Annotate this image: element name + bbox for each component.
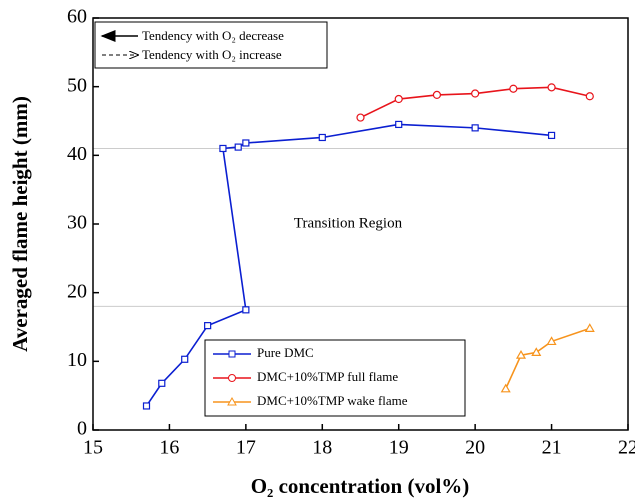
- point: [395, 120, 403, 129]
- point: [356, 113, 365, 122]
- x-tick-label: 16: [159, 437, 179, 459]
- legend-label: DMC+10%TMP wake flame: [257, 393, 408, 408]
- point: [509, 84, 518, 93]
- point: [318, 133, 326, 142]
- point: [471, 89, 480, 98]
- y-tick-label: 20: [67, 280, 87, 302]
- series-line: [145, 123, 552, 407]
- legend-label: DMC+10%TMP full flame: [257, 369, 398, 384]
- point: [546, 336, 557, 346]
- point: [242, 306, 250, 314]
- point: [531, 347, 542, 357]
- y-tick-label: 0: [77, 418, 87, 440]
- y-tick-label: 30: [67, 212, 87, 234]
- x-tick-label: 19: [389, 437, 409, 459]
- annotation: Transition Region: [294, 215, 403, 231]
- point: [515, 349, 527, 359]
- x-tick-label: 22: [618, 437, 635, 459]
- legend-label: Pure DMC: [257, 345, 314, 360]
- point: [234, 143, 242, 151]
- point: [394, 94, 403, 104]
- point: [204, 322, 212, 330]
- x-tick-label: 20: [465, 437, 485, 459]
- point: [181, 355, 189, 363]
- point: [547, 83, 556, 92]
- point: [471, 124, 479, 132]
- y-axis-title: Averaged flame height (mm): [8, 96, 32, 352]
- point: [585, 92, 594, 101]
- y-tick-label: 60: [67, 6, 87, 28]
- x-tick-label: 18: [312, 437, 332, 459]
- legend-marker: [228, 350, 236, 358]
- annotation: Tendency with O₂ increase: [142, 47, 282, 62]
- point: [547, 131, 556, 140]
- point: [242, 139, 250, 147]
- point: [500, 383, 511, 393]
- legend-marker: [227, 396, 237, 406]
- x-tick-label: 15: [83, 437, 103, 459]
- annotation: Tendency with O₂ decrease: [142, 28, 284, 43]
- point: [158, 379, 166, 387]
- point: [432, 90, 442, 100]
- point: [584, 323, 595, 332]
- legend-marker: [228, 374, 236, 382]
- x-axis-title: O₂ concentration (vol%): [251, 474, 470, 498]
- y-tick-label: 40: [67, 143, 87, 165]
- x-tick-label: 21: [542, 437, 562, 459]
- tendency-box: [94, 21, 328, 69]
- point: [219, 144, 227, 153]
- x-tick-label: 17: [236, 437, 256, 459]
- point: [142, 402, 151, 410]
- y-tick-label: 50: [67, 74, 87, 96]
- y-tick-label: 10: [67, 349, 87, 371]
